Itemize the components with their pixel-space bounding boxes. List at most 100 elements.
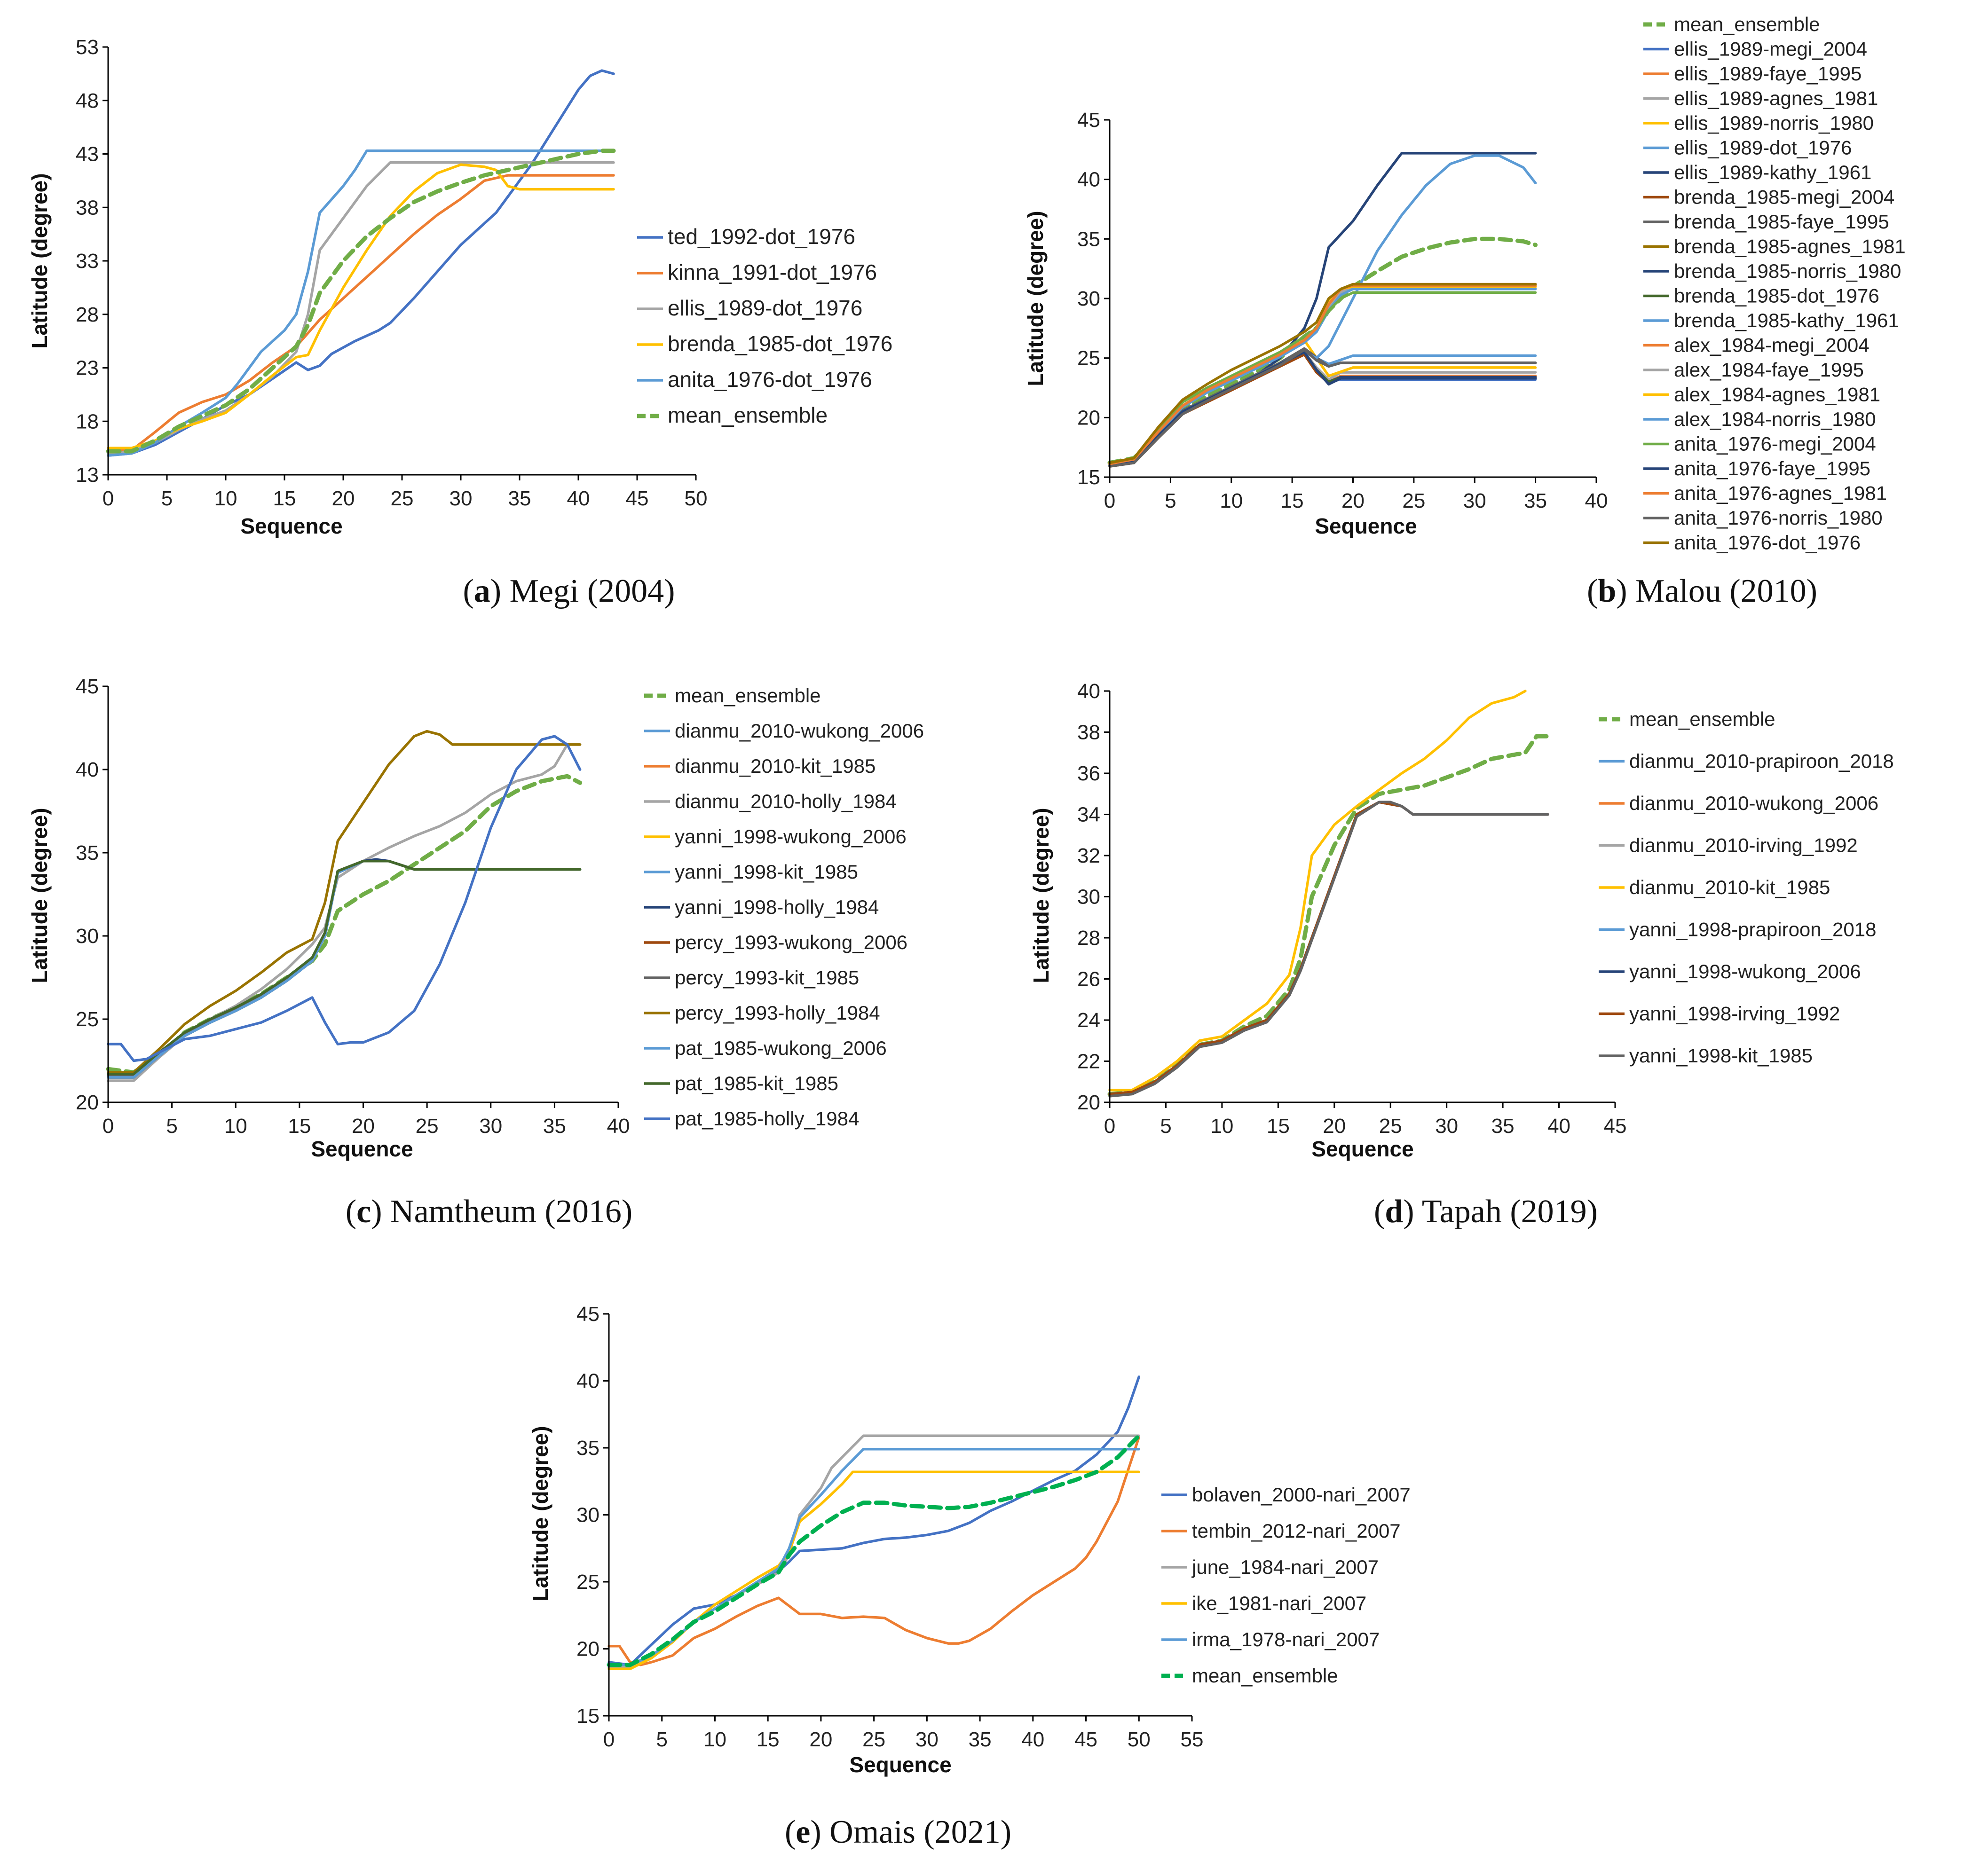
y-tick-label: 43: [76, 143, 99, 166]
caption-paren-close: ): [1616, 573, 1627, 609]
y-tick-label: 23: [76, 357, 99, 380]
x-tick-label: 10: [224, 1115, 247, 1138]
series-line-mean_ensemble: [1107, 734, 1550, 1096]
chart-panel-b: 15 20 25 30 35 40 45 0 5 10 15 20 25 30 35 40 Sequence La…: [1023, 13, 1906, 609]
y-tick-label: 45: [576, 1303, 600, 1326]
y-tick-label: 30: [76, 925, 99, 948]
legend: mean_ensemble dianmu_2010-prapiroon_2018d…: [1599, 708, 1894, 1067]
y-tick-label: 20: [76, 1091, 99, 1114]
legend-label: percy_1993-kit_1985: [675, 966, 859, 989]
caption-paren-open: (: [1587, 573, 1598, 609]
series-line-yanni_1998-kit_1985: [107, 859, 582, 1079]
legend-label: brenda_1985-dot_1976: [1674, 285, 1879, 307]
x-tick-label: 20: [332, 487, 355, 510]
legend-label: brenda_1985-agnes_1981: [1674, 236, 1906, 258]
legend-label: irma_1978-nari_2007: [1192, 1628, 1380, 1650]
legend-label: yanni_1998-kit_1985: [675, 861, 858, 883]
caption-paren-close: ): [1403, 1194, 1414, 1230]
legend-label: brenda_1985-norris_1980: [1674, 260, 1901, 282]
legend-label: bolaven_2000-nari_2007: [1192, 1484, 1411, 1506]
legend-label: brenda_1985-megi_2004: [1674, 186, 1894, 208]
legend-label: mean_ensemble: [1192, 1665, 1338, 1687]
y-tick-label: 30: [1077, 287, 1100, 310]
x-tick-label: 35: [1524, 489, 1547, 512]
legend: mean_ensemble ellis_1989-megi_2004 ellis_1…: [1643, 13, 1906, 554]
x-tick-label: 15: [273, 487, 296, 510]
legend-label: ellis_1989-agnes_1981: [1674, 87, 1878, 110]
y-tick-label: 38: [1077, 721, 1100, 744]
series-lines: [1107, 152, 1538, 468]
series-line-yanni_1998-wukong_2006: [107, 859, 582, 1079]
y-tick-label: 45: [1077, 109, 1100, 132]
series-lines: [106, 69, 616, 457]
x-tick-label: 25: [1402, 489, 1425, 512]
series-lines: [607, 1375, 1141, 1671]
legend-label: percy_1993-holly_1984: [675, 1002, 880, 1024]
caption-letter: d: [1385, 1194, 1403, 1230]
panel-caption: (e) Omais (2021): [785, 1814, 1011, 1850]
legend-label: anita_1976-dot_1976: [668, 367, 872, 392]
x-tick-label: 40: [567, 487, 590, 510]
caption-title: Tapah (2019): [1414, 1194, 1598, 1230]
x-tick-label: 35: [543, 1115, 566, 1138]
y-tick-label: 30: [576, 1504, 600, 1527]
series-line-dianmu_2010-kit_1985: [1108, 690, 1527, 1092]
series-line-brenda_1985-dot_1976: [107, 163, 615, 449]
panel-caption: (b) Malou (2010): [1587, 573, 1817, 609]
x-axis-label: Sequence: [311, 1137, 413, 1161]
caption-paren-open: (: [1374, 1194, 1385, 1230]
legend-label: anita_1976-norris_1980: [1674, 507, 1883, 529]
y-tick-label: 40: [576, 1370, 600, 1393]
legend-label: ellis_1989-megi_2004: [1674, 38, 1867, 60]
x-tick-label: 30: [1463, 489, 1486, 512]
x-tick-label: 0: [1104, 489, 1115, 512]
legend-label: anita_1976-agnes_1981: [1674, 482, 1887, 504]
legend-label: dianmu_2010-prapiroon_2018: [1629, 750, 1894, 772]
y-tick-label: 34: [1077, 803, 1100, 826]
y-axis-label: Latitude (degree): [1023, 211, 1048, 386]
y-axis-label: Latitude (degree): [528, 1426, 552, 1601]
series-line-yanni_1998-holly_1984: [107, 858, 582, 1079]
caption-title: Malou (2010): [1627, 573, 1817, 609]
caption-paren-close: ): [490, 573, 501, 609]
x-tick-label: 25: [391, 487, 414, 510]
x-tick-label: 30: [450, 487, 473, 510]
x-tick-label: 20: [809, 1728, 832, 1751]
legend-label: mean_ensemble: [675, 684, 821, 707]
x-tick-label: 20: [1341, 489, 1365, 512]
legend-label: ellis_1989-norris_1980: [1674, 112, 1874, 134]
legend-label: pat_1985-wukong_2006: [675, 1037, 887, 1059]
x-axis-label: Sequence: [1315, 514, 1417, 538]
legend-label: dianmu_2010-wukong_2006: [1629, 792, 1878, 814]
series-line-yanni_1998-wukong_2006: [1108, 801, 1549, 1096]
legend-label: kinna_1991-dot_1976: [668, 260, 877, 284]
x-tick-label: 40: [1585, 489, 1608, 512]
x-tick-label: 40: [1547, 1115, 1570, 1138]
legend: bolaven_2000-nari_2007 tembin_2012-nari_2…: [1161, 1484, 1411, 1687]
x-tick-label: 10: [703, 1728, 726, 1751]
x-tick-label: 45: [626, 487, 649, 510]
y-tick-label: 36: [1077, 762, 1100, 785]
legend-label: alex_1984-faye_1995: [1674, 359, 1864, 381]
series-line-ellis_1989-norris_1980: [1108, 338, 1537, 467]
legend-label: anita_1976-megi_2004: [1674, 433, 1876, 455]
legend-label: ellis_1989-dot_1976: [1674, 137, 1852, 159]
x-tick-label: 5: [166, 1115, 177, 1138]
x-tick-label: 45: [1074, 1728, 1097, 1751]
caption-title: Omais (2021): [821, 1814, 1011, 1850]
legend-label: ike_1981-nari_2007: [1192, 1592, 1366, 1614]
x-tick-label: 25: [416, 1115, 439, 1138]
legend-label: mean_ensemble: [1629, 708, 1775, 730]
caption-letter: c: [356, 1194, 371, 1230]
legend-label: yanni_1998-wukong_2006: [675, 825, 907, 848]
y-tick-label: 24: [1077, 1009, 1100, 1032]
caption-letter: b: [1598, 573, 1616, 609]
x-tick-label: 5: [1160, 1115, 1171, 1138]
x-tick-label: 30: [1435, 1115, 1458, 1138]
legend-label: dianmu_2010-holly_1984: [675, 790, 897, 812]
legend-label: dianmu_2010-kit_1985: [1629, 876, 1830, 898]
x-tick-label: 0: [1104, 1115, 1115, 1138]
legend-label: anita_1976-dot_1976: [1674, 532, 1861, 554]
series-line-bolaven_2000-nari_2007: [607, 1375, 1141, 1666]
y-tick-label: 35: [76, 841, 99, 864]
